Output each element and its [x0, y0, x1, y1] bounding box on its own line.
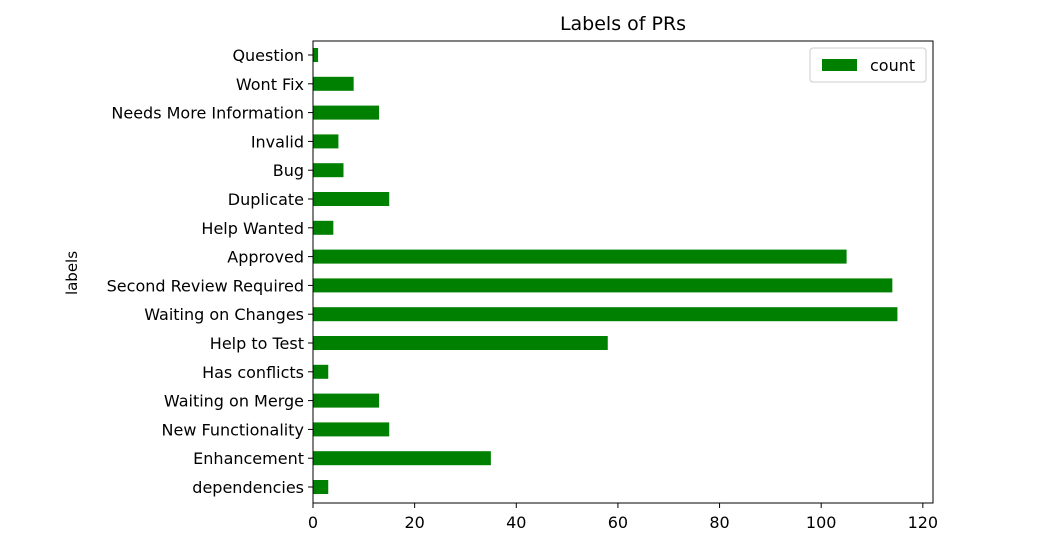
legend: count	[809, 47, 927, 83]
y-tick-label: Enhancement	[193, 449, 304, 468]
x-tick-label: 120	[908, 513, 939, 532]
y-tick-label: Wont Fix	[236, 75, 304, 94]
y-tick-label: Help Wanted	[201, 219, 304, 238]
y-tick-label: Duplicate	[228, 190, 304, 209]
legend-swatch	[822, 59, 857, 71]
bar	[313, 451, 491, 466]
y-tick-label: Waiting on Merge	[164, 392, 304, 411]
x-tick-label: 20	[404, 513, 424, 532]
bar	[313, 336, 608, 350]
y-tick-label: Waiting on Changes	[144, 305, 304, 324]
bar	[313, 134, 339, 149]
bar	[313, 422, 390, 437]
y-tick-label: Bug	[273, 161, 304, 180]
plot-frame	[312, 40, 934, 504]
y-axis-label: labels	[63, 251, 81, 295]
y-tick-label: dependencies	[192, 478, 304, 497]
y-tick-label: Second Review Required	[107, 276, 304, 295]
x-tick-label: 40	[506, 513, 526, 532]
bar	[313, 278, 893, 293]
bar	[313, 105, 380, 120]
y-tick-label: Invalid	[251, 132, 304, 151]
y-axis: Question Wont Fix Needs More Information In…	[107, 46, 313, 497]
chart-title: Labels of PRs	[560, 13, 686, 35]
bar	[313, 48, 319, 62]
y-tick-label: Approved	[227, 248, 304, 267]
bars-layer	[313, 48, 898, 494]
bar	[313, 220, 334, 235]
y-tick-label: Needs More Information	[111, 104, 304, 123]
bar	[313, 393, 380, 408]
bar	[313, 307, 898, 322]
x-axis: 0 20 40 60 80 100 120	[308, 503, 938, 532]
bar	[313, 192, 390, 206]
x-tick-label: 60	[608, 513, 628, 532]
bar	[313, 249, 847, 264]
y-tick-label: Has conflicts	[202, 363, 304, 382]
bar	[313, 163, 344, 178]
y-tick-label: New Functionality	[162, 420, 304, 439]
y-tick-label: Question	[232, 46, 304, 65]
y-tick-label: Help to Test	[210, 334, 304, 353]
legend-box	[809, 47, 927, 83]
x-tick-label: 80	[709, 513, 729, 532]
x-tick-label: 0	[308, 513, 318, 532]
bar	[313, 76, 354, 91]
bar	[313, 364, 329, 379]
x-tick-label: 100	[806, 513, 837, 532]
legend-label: count	[870, 56, 915, 75]
bar	[313, 480, 329, 494]
